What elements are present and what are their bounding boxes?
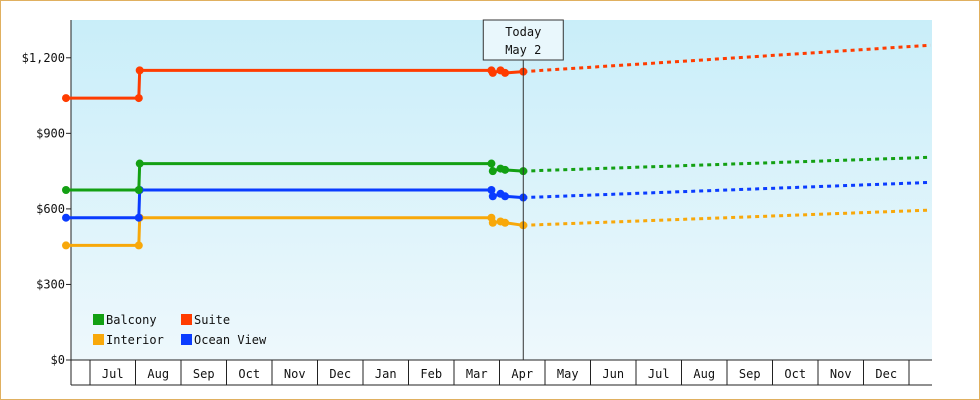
series-suite-point xyxy=(134,94,143,103)
x-tick-label: Feb xyxy=(420,367,442,381)
x-tick-label: Jun xyxy=(602,367,624,381)
x-tick-label: Oct xyxy=(784,367,806,381)
x-tick-label: Aug xyxy=(693,367,715,381)
series-suite xyxy=(62,43,931,103)
series-balcony-point xyxy=(501,165,510,174)
series-ocean-view-point xyxy=(134,213,143,222)
x-tick-label: Jul xyxy=(648,367,670,381)
series-balcony-point xyxy=(487,159,496,168)
series-suite-point xyxy=(501,68,510,77)
series-ocean-view-point xyxy=(501,192,510,201)
today-marker: Today May 2 xyxy=(482,19,564,360)
series-balcony-point xyxy=(134,186,143,194)
series-balcony xyxy=(62,155,931,194)
series-interior-point xyxy=(62,241,70,250)
y-tick-label: $0 xyxy=(51,353,65,367)
series-ocean-view-point xyxy=(62,213,70,222)
x-tick-label: Nov xyxy=(284,367,306,381)
x-tick-label: Dec xyxy=(329,367,351,381)
y-tick-label: $300 xyxy=(36,277,65,291)
series-ocean-view-point xyxy=(488,192,497,201)
x-tick-label: Nov xyxy=(830,367,852,381)
series-interior-point xyxy=(134,241,143,250)
series-interior xyxy=(62,208,931,250)
series-interior-point xyxy=(501,218,510,227)
legend-swatch-balcony xyxy=(93,314,104,325)
legend-swatch-interior xyxy=(93,334,104,345)
series-ocean-view-forecast-line xyxy=(523,180,931,200)
legend-label-suite: Suite xyxy=(194,313,230,327)
x-tick-label: Sep xyxy=(739,367,761,381)
y-tick-label: $1,200 xyxy=(22,51,65,65)
today-box xyxy=(482,19,564,61)
today-date-label: May 2 xyxy=(505,43,541,57)
x-axis: Jul Aug Sep Oct Nov Dec Jan Feb Mar Apr May Jun Jul A… xyxy=(71,359,932,386)
x-tick-label: Aug xyxy=(147,367,169,381)
y-tick-label: $600 xyxy=(36,202,65,216)
x-tick-label: May xyxy=(557,367,579,381)
series-balcony-forecast-line xyxy=(523,155,931,173)
series-suite-point xyxy=(62,94,70,103)
legend-swatch-suite xyxy=(181,314,192,325)
x-tick-label: Apr xyxy=(511,367,533,381)
x-tick-label: Mar xyxy=(466,367,488,381)
today-label: Today xyxy=(505,25,541,39)
series-suite-point xyxy=(135,66,144,75)
series-balcony-point xyxy=(488,167,497,176)
legend-label-interior: Interior xyxy=(106,333,164,347)
series-balcony-point xyxy=(62,186,70,194)
legend-swatch-ocean-view xyxy=(181,334,192,345)
series-interior-forecast-line xyxy=(523,208,931,227)
y-axis: $0 $300 $600 $900 $1,200 xyxy=(22,20,72,385)
legend-label-ocean-view: Ocean View xyxy=(194,333,267,347)
series-interior-point xyxy=(488,218,497,227)
x-tick-label: Oct xyxy=(238,367,260,381)
legend: Balcony Suite Interior Ocean View xyxy=(93,313,267,347)
x-tick-label: Sep xyxy=(193,367,215,381)
series-ocean-view-point xyxy=(487,186,496,194)
y-tick-label: $900 xyxy=(36,126,65,140)
x-tick-label: Jan xyxy=(375,367,397,381)
x-tick-label: Jul xyxy=(102,367,124,381)
series-suite-point xyxy=(488,68,497,77)
legend-label-balcony: Balcony xyxy=(106,313,157,327)
series-balcony-point xyxy=(135,159,144,168)
series-layer xyxy=(62,43,931,250)
x-tick-label: Dec xyxy=(875,367,897,381)
